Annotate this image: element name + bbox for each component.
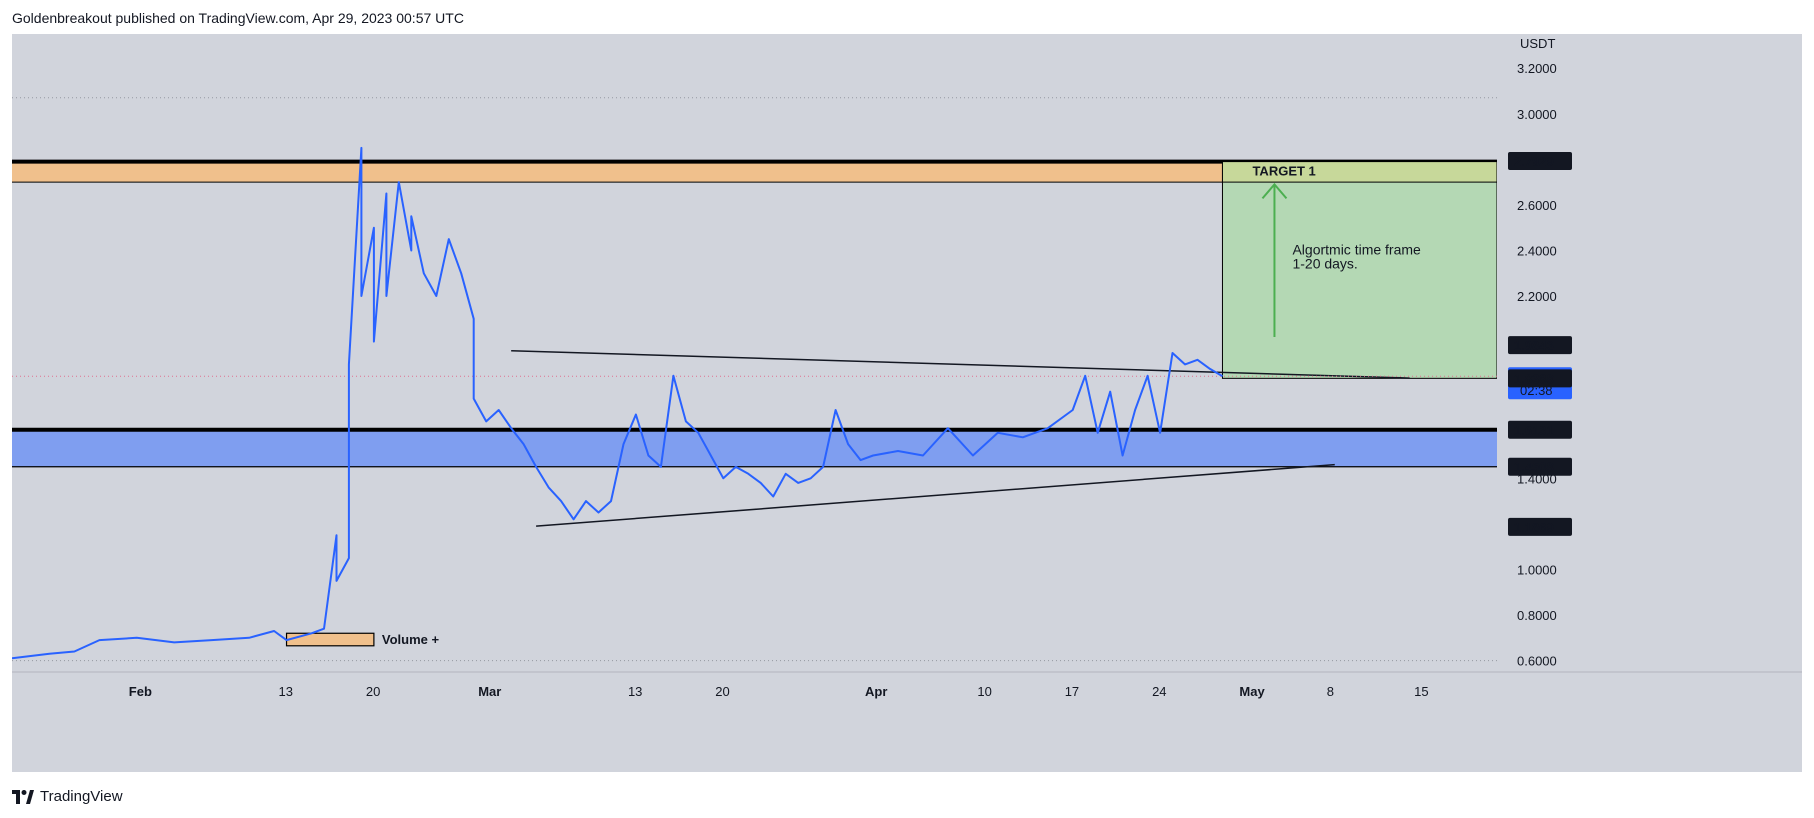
target-box[interactable]	[1221, 161, 1498, 379]
axis-unit: USDT	[1520, 36, 1555, 51]
y-tick-label: 0.6000	[1517, 654, 1557, 669]
support-zone[interactable]	[12, 429, 1497, 467]
tradingview-brand[interactable]: TradingView	[40, 788, 123, 805]
y-tick-label: 1.0000	[1517, 562, 1557, 577]
time-axis[interactable]	[12, 672, 1802, 772]
volume-box[interactable]	[285, 632, 375, 647]
y-tick-label: 2.2000	[1517, 289, 1557, 304]
annotation-line-0: Algortmic time frame	[1292, 241, 1421, 257]
price-label: 1.4508	[1514, 460, 1554, 475]
price-label: 1.8388	[1514, 371, 1554, 386]
x-tick-label: 24	[1152, 684, 1166, 699]
annotation-line-1: 1-20 days.	[1292, 255, 1357, 271]
x-tick-label: 8	[1327, 684, 1334, 699]
x-tick-label: 17	[1065, 684, 1079, 699]
y-tick-label: 2.6000	[1517, 198, 1557, 213]
price-label-box-1	[1508, 336, 1572, 355]
price-label-box-3	[1508, 369, 1572, 388]
x-tick-label: Feb	[129, 684, 152, 699]
x-tick-label: 20	[715, 684, 729, 699]
x-tick-label: 15	[1414, 684, 1428, 699]
x-tick-label: 13	[628, 684, 642, 699]
price-label-box-6	[1508, 517, 1572, 536]
price-label: 2.7929	[1514, 154, 1554, 169]
x-tick-label: 10	[977, 684, 991, 699]
x-tick-label: 20	[366, 684, 380, 699]
resistance-zone[interactable]	[12, 161, 1223, 183]
price-label: 1.6131	[1514, 423, 1554, 438]
volume-label: Volume +	[382, 632, 440, 647]
tradingview-logo-icon[interactable]	[12, 789, 34, 804]
trendline-1[interactable]	[536, 463, 1335, 527]
x-tick-label: 13	[279, 684, 293, 699]
price-label-box-5	[1508, 457, 1572, 476]
price-label-box-4	[1508, 420, 1572, 439]
price-label-box-0	[1508, 151, 1572, 170]
target-arrow-head	[1261, 182, 1288, 200]
footer: TradingView	[12, 788, 123, 805]
y-tick-label: 3.2000	[1517, 61, 1557, 76]
y-tick-label: 0.8000	[1517, 608, 1557, 623]
price-label: 1.9843	[1514, 338, 1554, 353]
y-tick-label: 2.4000	[1517, 243, 1557, 258]
price-label: 1.1869	[1514, 520, 1554, 535]
target-label: TARGET 1	[1252, 164, 1315, 179]
publisher-line: Goldenbreakout published on TradingView.…	[12, 10, 464, 26]
x-tick-label: Apr	[865, 684, 887, 699]
x-tick-label: May	[1239, 684, 1265, 699]
y-tick-label: 3.0000	[1517, 107, 1557, 122]
x-tick-label: Mar	[478, 684, 501, 699]
chart-area[interactable]: TARGET 1 Algortmic time frame 1-20 days. Vo…	[12, 34, 1802, 772]
price-series-line[interactable]	[12, 146, 1224, 660]
trendline-0[interactable]	[511, 349, 1410, 379]
